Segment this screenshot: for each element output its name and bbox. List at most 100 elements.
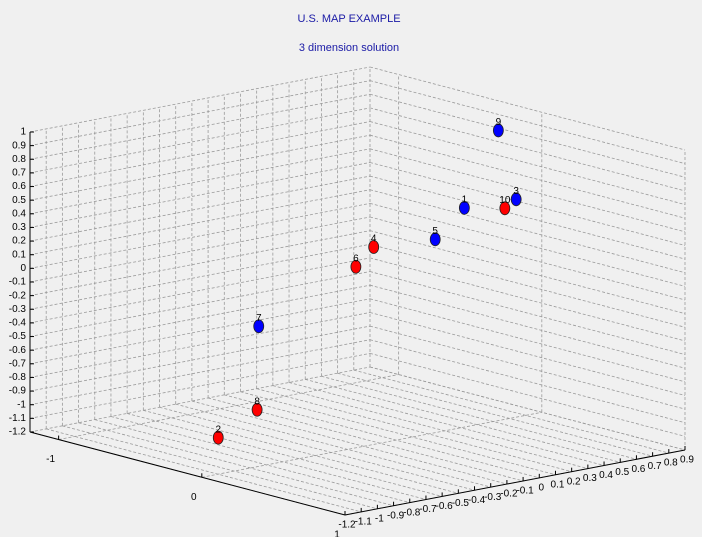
grid-line: [143, 409, 459, 494]
y-tick-label: -0.9: [387, 510, 405, 521]
grid-line: [29, 257, 371, 324]
y-tick-label: 0.7: [648, 461, 662, 472]
point: [429, 232, 441, 247]
point: [212, 430, 224, 445]
grid-line: [29, 216, 371, 283]
z-tick-label: 1: [20, 127, 26, 138]
z-tick-label: -0.8: [9, 372, 27, 383]
grid-line: [29, 202, 371, 269]
x-tick-label: 1: [334, 530, 340, 537]
point-label: 5: [432, 226, 438, 237]
point-label: 8: [254, 396, 260, 407]
grid-line: [58, 374, 399, 440]
grid-line: [224, 394, 540, 479]
z-tick-label: 0.6: [12, 181, 26, 192]
z-tick-label: 0: [20, 263, 26, 274]
grid-line: [240, 391, 556, 476]
grid-line: [369, 202, 686, 287]
grid-line: [175, 403, 491, 488]
grid-line: [369, 162, 686, 246]
grid-line: [369, 189, 686, 274]
grid-line: [78, 422, 394, 507]
grid-line: [29, 243, 371, 310]
grid-line: [127, 413, 443, 497]
grid-line: [305, 378, 621, 463]
z-tick-label: -1.1: [9, 413, 27, 424]
y-tick-label: -0.3: [484, 492, 502, 503]
grid-line: [369, 257, 686, 342]
y-tick-label: -0.7: [419, 504, 437, 515]
point: [350, 259, 362, 274]
chart-title: U.S. MAP EXAMPLE: [297, 13, 400, 25]
grid-line: [29, 148, 371, 215]
grid-line: [288, 382, 605, 466]
grid-line: [369, 312, 686, 396]
z-tick-label: 0.4: [12, 208, 26, 219]
z-tick-label: -0.9: [9, 386, 27, 397]
grid-line: [272, 385, 588, 469]
grid-line: [29, 366, 371, 433]
grid-line: [29, 189, 371, 256]
grid-line: [29, 121, 371, 187]
grid-line: [62, 425, 378, 510]
point-label: 3: [513, 186, 519, 197]
grid-line: [94, 419, 410, 504]
grid-line: [369, 243, 686, 328]
grid-line: [369, 121, 686, 205]
point: [458, 200, 470, 215]
point: [499, 201, 511, 216]
grid-line: [369, 93, 686, 178]
grid-line: [110, 416, 427, 500]
point-label: 1: [462, 194, 468, 205]
grid-line: [369, 352, 686, 437]
z-tick-label: -0.3: [9, 304, 27, 315]
grid-line: [369, 298, 686, 383]
point-label: 4: [371, 234, 377, 245]
y-tick-label: -1: [375, 513, 384, 524]
grid-line: [46, 428, 362, 513]
y-tick-label: -0.8: [403, 507, 421, 518]
grid-line: [29, 66, 371, 133]
grid-line: [369, 66, 686, 151]
y-tick-label: 0.5: [615, 467, 629, 478]
y-tick-label: -0.4: [468, 495, 486, 506]
grid-line: [369, 216, 686, 301]
z-tick-label: 0.3: [12, 222, 26, 233]
y-tick-label: 0.1: [551, 479, 565, 490]
grid-line: [29, 134, 371, 201]
z-tick-label: -0.6: [9, 345, 27, 356]
grid-line: [29, 93, 371, 160]
z-tick-label: -0.4: [9, 318, 27, 329]
y-tick-label: -1.2: [338, 520, 356, 531]
z-tick-label: -1: [17, 399, 26, 410]
grid-line: [369, 107, 686, 192]
grid-line: [321, 375, 637, 460]
y-tick-label: 0: [539, 482, 545, 493]
y-tick-label: 0.2: [567, 476, 581, 487]
grid-line: [29, 80, 371, 147]
grid-line: [29, 298, 371, 365]
point: [368, 240, 380, 254]
point: [510, 192, 522, 207]
point: [253, 319, 265, 334]
z-tick-label: 0.9: [12, 140, 26, 151]
grid-line: [29, 162, 371, 228]
grid-line: [29, 271, 371, 337]
y-tick-label: 0.6: [631, 464, 645, 475]
y-tick-label: -0.5: [452, 498, 470, 509]
point: [492, 123, 504, 138]
point-label: 10: [499, 195, 511, 206]
z-tick-label: -0.1: [9, 277, 27, 288]
z-tick-label: 0.7: [12, 168, 26, 179]
grid-line: [369, 175, 686, 260]
grid-line: [369, 230, 686, 315]
grid-line: [369, 148, 686, 233]
y-tick-label: -0.6: [436, 501, 454, 512]
point-label: 7: [256, 313, 262, 324]
grid-line: [369, 325, 686, 410]
z-tick-label: 0.1: [12, 249, 26, 260]
z-tick-label: -1.2: [9, 427, 27, 438]
axis-line: [29, 431, 346, 516]
point-label: 2: [215, 424, 221, 435]
z-tick-label: 0.5: [12, 195, 26, 206]
